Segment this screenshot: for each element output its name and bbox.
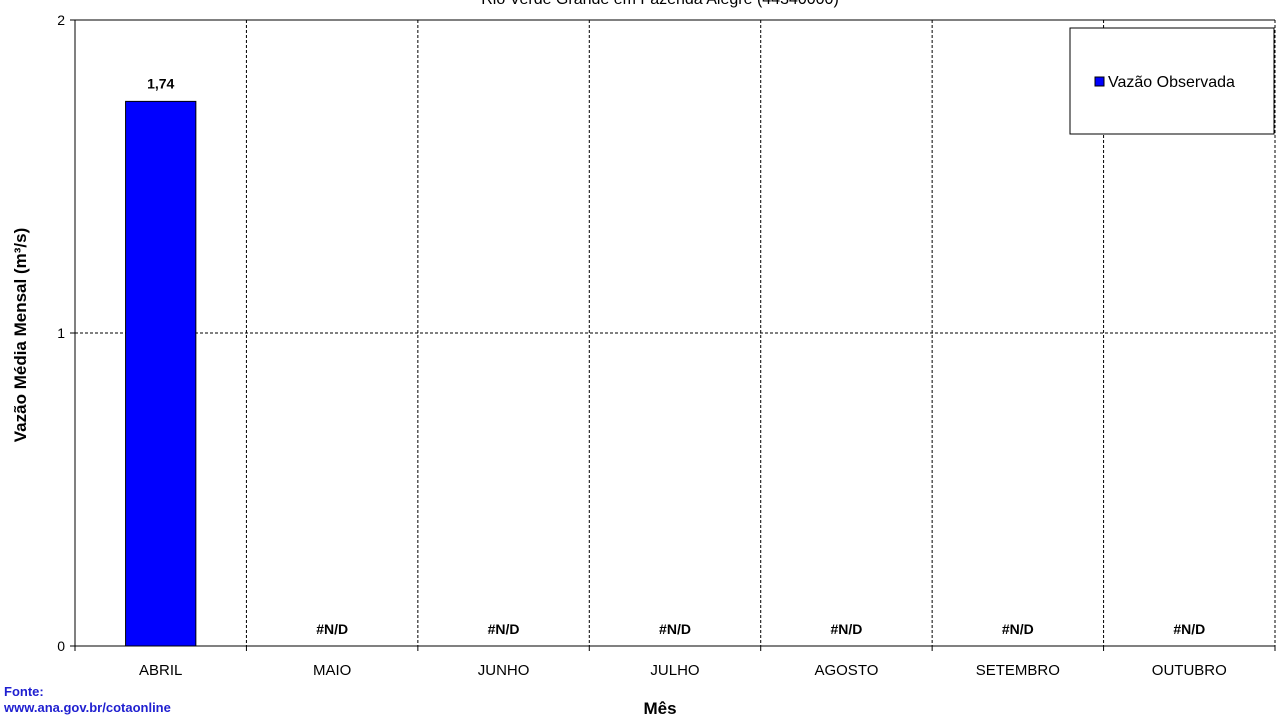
- x-tick-label: JULHO: [650, 662, 699, 679]
- y-tick-label: 1: [57, 325, 65, 341]
- y-tick-label: 2: [57, 12, 65, 28]
- data-label: 1,74: [147, 75, 174, 91]
- source-label: Fonte:: [4, 684, 44, 699]
- data-label: #N/D: [1002, 621, 1034, 637]
- source-url: www.ana.gov.br/cotaonline: [4, 700, 171, 715]
- x-tick-label: SETEMBRO: [976, 662, 1060, 679]
- x-axis-title: Mês: [643, 699, 676, 718]
- axes: [70, 19, 1276, 651]
- data-label: #N/D: [488, 621, 520, 637]
- legend-swatch: [1094, 76, 1105, 87]
- y-axis-title: Vazão Média Mensal (m³/s): [11, 228, 30, 442]
- chart-title: Rio Verde Grande em Fazenda Alegre (4434…: [481, 0, 839, 8]
- data-label: #N/D: [1173, 621, 1205, 637]
- x-tick-label: MAIO: [313, 662, 351, 679]
- labels: 0 1 2 1,74 ABRIL #N/D MAIO #N/D JUNHO #N/D JULHO #N…: [57, 12, 1227, 679]
- data-label: #N/D: [659, 621, 691, 637]
- x-tick-label: JUNHO: [478, 662, 530, 679]
- x-tick-label: ABRIL: [139, 662, 182, 679]
- x-tick-label: AGOSTO: [814, 662, 878, 679]
- data-label: #N/D: [830, 621, 862, 637]
- source-note: Fonte: www.ana.gov.br/cotaonline: [4, 684, 171, 716]
- legend: Vazão Observada: [1069, 27, 1275, 135]
- x-tick-label: OUTUBRO: [1152, 662, 1227, 679]
- data-label: #N/D: [316, 621, 348, 637]
- y-tick-label: 0: [57, 638, 65, 654]
- bars: [125, 100, 197, 647]
- bar: [125, 100, 197, 647]
- legend-label: Vazão Observada: [1108, 74, 1235, 91]
